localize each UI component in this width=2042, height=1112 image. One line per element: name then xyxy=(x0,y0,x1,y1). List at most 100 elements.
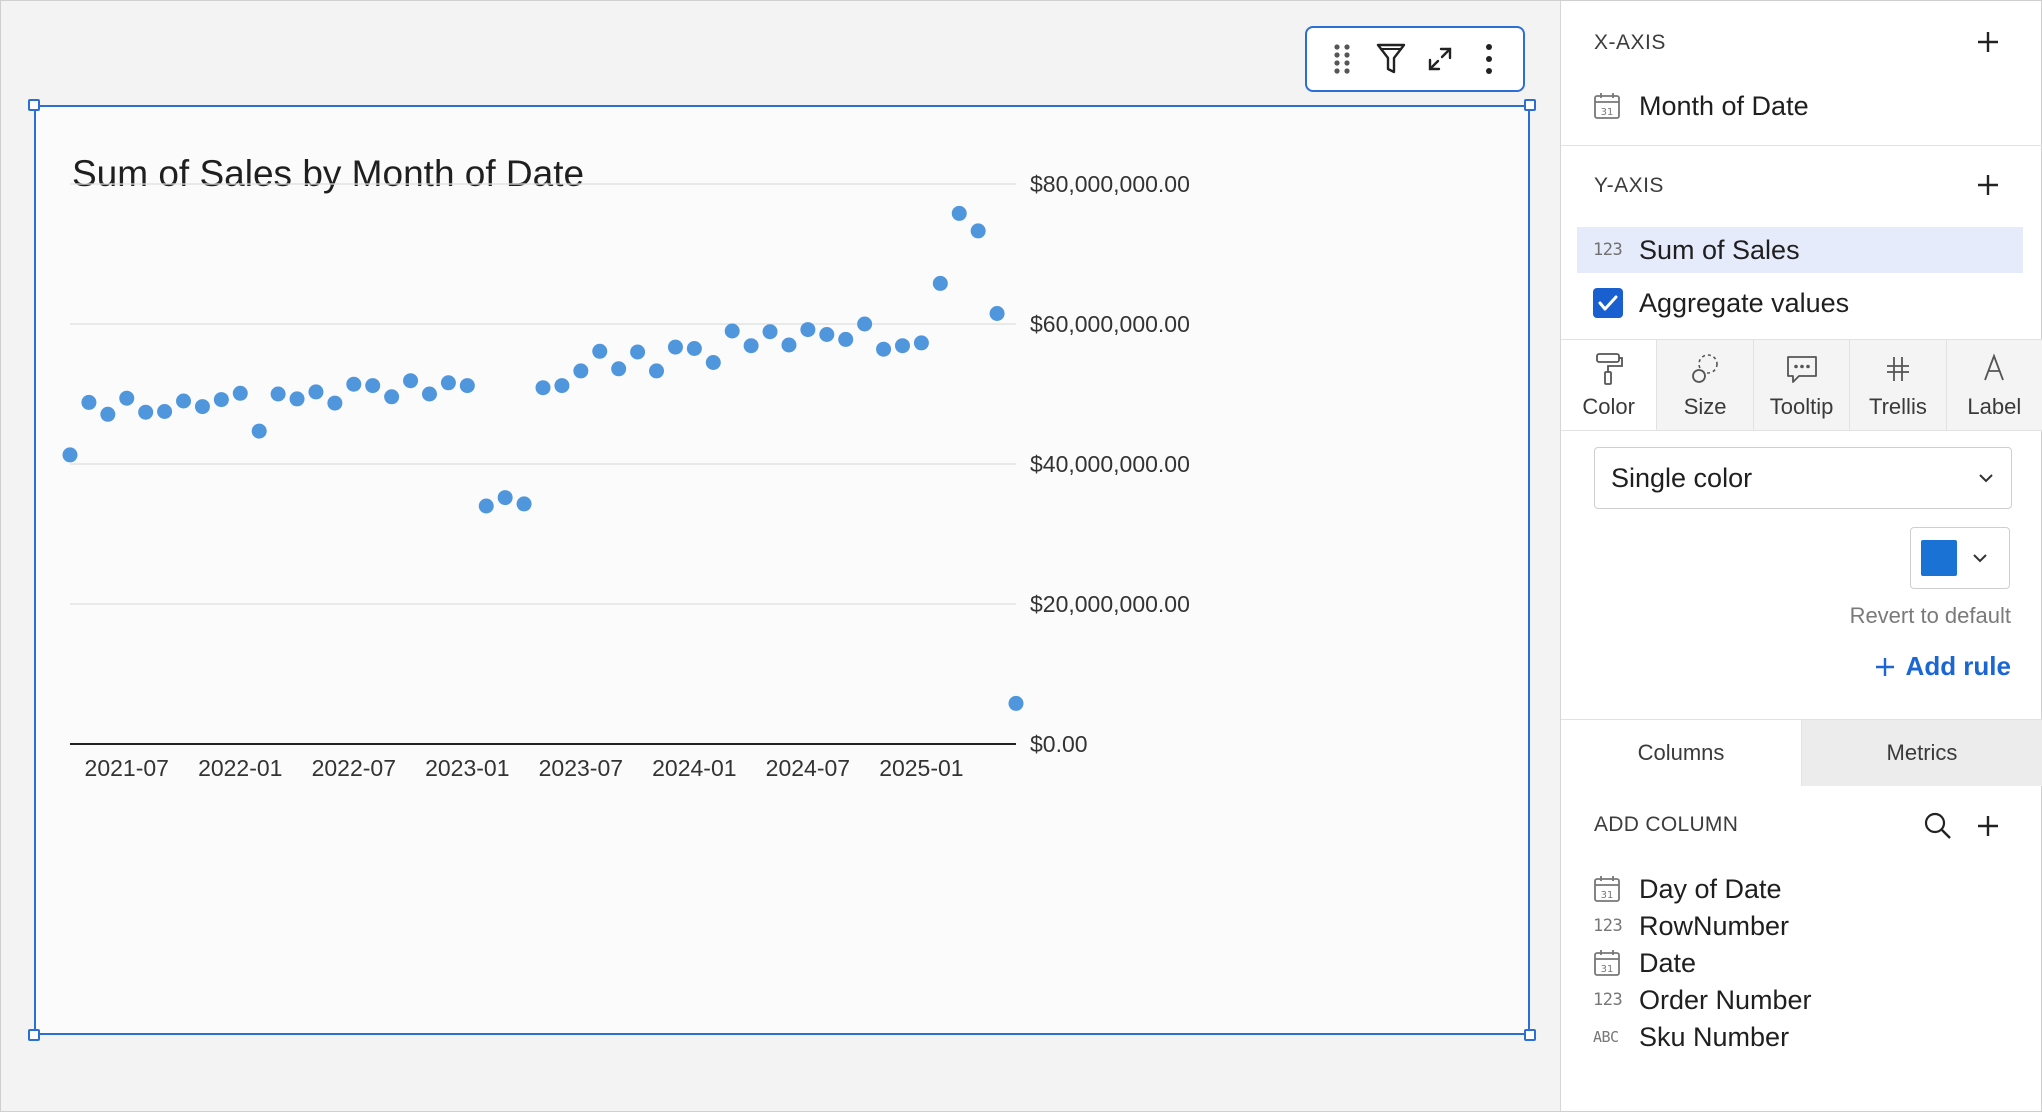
aggregate-values-toggle[interactable]: Aggregate values xyxy=(1577,280,2023,326)
checkbox-checked-icon[interactable] xyxy=(1593,288,1631,318)
x-tick-label: 2021-07 xyxy=(85,755,169,781)
tab-label[interactable]: Label xyxy=(1945,340,2042,430)
data-point xyxy=(308,384,324,400)
expand-icon[interactable] xyxy=(1420,39,1460,79)
add-column-heading: ADD COLUMN xyxy=(1594,813,1739,836)
svg-text:31: 31 xyxy=(1601,890,1614,901)
svg-text:31: 31 xyxy=(1601,107,1614,118)
data-point xyxy=(440,375,456,391)
add-column-plus-icon[interactable] xyxy=(1973,811,2003,841)
resize-handle-bottom-left[interactable] xyxy=(28,1029,40,1041)
data-point xyxy=(649,363,665,379)
y-axis-field[interactable]: 123 Sum of Sales xyxy=(1577,227,2023,273)
revert-to-default-link[interactable]: Revert to default xyxy=(1849,603,2011,628)
x-tick-label: 2024-01 xyxy=(652,755,736,781)
data-point xyxy=(932,275,948,291)
tab-metrics[interactable]: Metrics xyxy=(1801,720,2042,786)
column-item-label: Day of Date xyxy=(1639,873,1782,904)
y-axis-heading: Y-AXIS xyxy=(1594,174,1664,197)
add-rule-button[interactable]: Add rule xyxy=(1874,651,2011,682)
filter-icon[interactable] xyxy=(1371,39,1411,79)
column-metric-tabs: Columns Metrics xyxy=(1561,719,2042,786)
data-point xyxy=(838,331,854,347)
data-point xyxy=(62,447,78,463)
color-mode-select[interactable]: Single color xyxy=(1594,447,2012,509)
chart-card[interactable]: Sum of Sales by Month of Date $80,000,00… xyxy=(34,105,1530,1035)
data-point xyxy=(251,423,267,439)
column-item[interactable]: 31 Day of Date xyxy=(1561,866,2042,912)
letter-a-icon xyxy=(1984,353,2005,381)
x-axis-heading: X-AXIS xyxy=(1594,31,1666,54)
chart-title: Sum of Sales by Month of Date xyxy=(72,153,585,194)
drag-handle-icon[interactable] xyxy=(1322,39,1362,79)
tab-label-label: Label xyxy=(1967,394,2022,419)
aggregate-values-label: Aggregate values xyxy=(1639,287,1850,318)
data-point xyxy=(989,306,1005,321)
column-item-label: Sku Number xyxy=(1639,1021,1790,1052)
tab-trellis-label: Trellis xyxy=(1868,394,1927,419)
more-icon[interactable] xyxy=(1469,39,1509,79)
data-point xyxy=(213,392,229,408)
data-point xyxy=(421,386,437,402)
data-point xyxy=(894,338,910,354)
date-icon: 31 xyxy=(1593,875,1631,903)
column-item-label: RowNumber xyxy=(1639,910,1790,941)
resize-handle-top-left[interactable] xyxy=(28,99,40,111)
y-tick-label: $80,000,000.00 xyxy=(1030,171,1190,197)
tab-columns[interactable]: Columns xyxy=(1637,740,1725,765)
data-point xyxy=(762,324,778,340)
x-tick-label: 2025-01 xyxy=(879,755,963,781)
data-point xyxy=(970,223,986,239)
y-tick-label: $0.00 xyxy=(1030,731,1088,757)
calendar-icon: 31 xyxy=(1593,92,1631,120)
data-point xyxy=(535,380,551,396)
tab-size[interactable]: Size xyxy=(1656,340,1752,430)
data-point xyxy=(176,393,192,409)
data-point xyxy=(403,373,419,389)
data-point xyxy=(573,363,589,379)
trellis-icon xyxy=(1886,357,1909,381)
search-icon[interactable] xyxy=(1923,811,1953,841)
canvas: Sum of Sales by Month of Date $80,000,00… xyxy=(2,2,1558,1110)
data-point xyxy=(516,496,532,512)
column-item[interactable]: ABC Sku Number xyxy=(1561,1014,2042,1060)
tab-tooltip-label: Tooltip xyxy=(1769,394,1834,419)
data-point xyxy=(724,323,740,339)
number-icon: 123 xyxy=(1593,990,1623,1010)
data-point xyxy=(289,391,305,407)
data-point xyxy=(592,343,608,359)
tab-tooltip[interactable]: Tooltip xyxy=(1752,340,1849,430)
data-point xyxy=(951,205,967,221)
resize-handle-top-right[interactable] xyxy=(1524,99,1536,111)
data-point xyxy=(138,404,154,420)
tab-color-label: Color xyxy=(1582,394,1635,419)
x-tick-label: 2023-01 xyxy=(425,755,509,781)
y-tick-label: $60,000,000.00 xyxy=(1030,311,1190,337)
add-rule-label: Add rule xyxy=(1905,651,2011,681)
column-item[interactable]: 123 RowNumber xyxy=(1561,903,2042,949)
tab-trellis[interactable]: Trellis xyxy=(1849,340,1945,430)
color-mode-value: Single color xyxy=(1611,462,1753,493)
add-x-axis-plus-icon[interactable] xyxy=(1973,27,2003,57)
column-item[interactable]: 31 Date xyxy=(1561,940,2042,986)
color-picker-button[interactable] xyxy=(1910,527,2010,589)
data-point xyxy=(705,355,721,370)
resize-handle-bottom-right[interactable] xyxy=(1524,1029,1536,1041)
data-point xyxy=(554,378,570,394)
tooltip-icon xyxy=(1786,356,1817,383)
y-axis-field-label: Sum of Sales xyxy=(1639,234,1800,265)
x-tick-label: 2023-07 xyxy=(539,755,623,781)
date-icon: 31 xyxy=(1593,949,1631,977)
x-axis-field[interactable]: 31 Month of Date xyxy=(1577,83,2023,129)
chart-toolbar xyxy=(1305,26,1525,92)
text-icon: ABC xyxy=(1593,1028,1619,1046)
x-tick-label: 2024-07 xyxy=(766,755,850,781)
data-point xyxy=(497,490,513,506)
add-y-axis-plus-icon[interactable] xyxy=(1973,170,2003,200)
data-point xyxy=(611,361,627,377)
x-tick-label: 2022-01 xyxy=(198,755,282,781)
data-point xyxy=(327,395,343,411)
column-item[interactable]: 123 Order Number xyxy=(1561,977,2042,1023)
tab-color[interactable]: Color xyxy=(1561,340,1657,430)
chevron-down-icon xyxy=(1979,474,1993,483)
